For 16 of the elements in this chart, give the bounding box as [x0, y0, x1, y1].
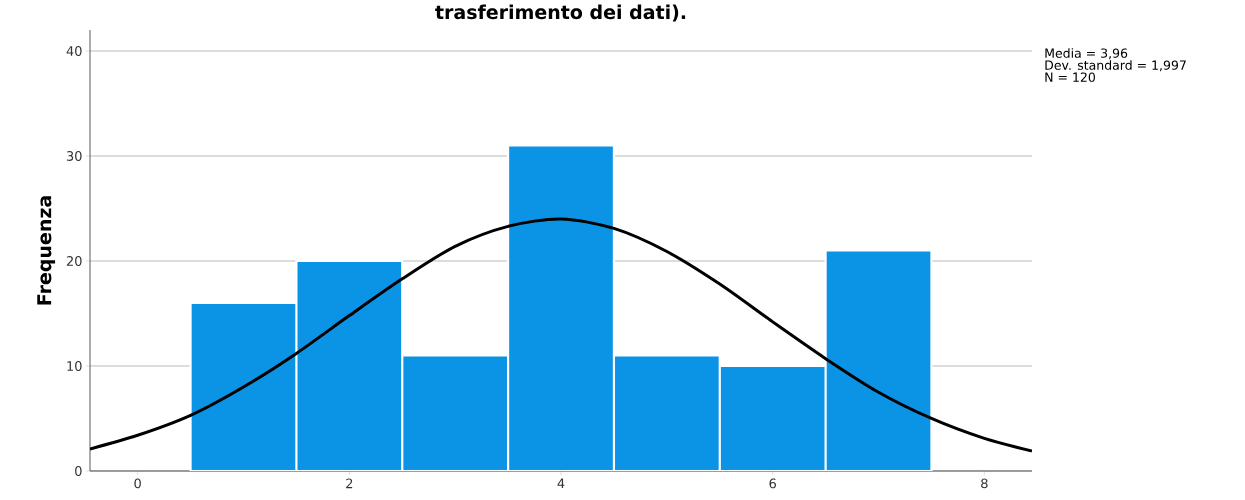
x-tick-label: 0 [134, 478, 141, 489]
y-axis-title: Frequenza [37, 196, 56, 305]
x-tick-label: 6 [769, 478, 776, 489]
text: N = 120 [1045, 72, 1095, 82]
line-series [90, 217, 1032, 453]
chart-title: trasferimento dei dati). [435, 4, 686, 22]
x-tick-label: 2 [346, 478, 353, 489]
x-tick-label: 4 [557, 478, 565, 488]
y-tick-label: 40 [66, 46, 82, 56]
y-tick-label: 20 [66, 256, 82, 266]
text: Media = 3,96 [1045, 48, 1128, 60]
x-tick-label: 8 [981, 478, 988, 489]
y-tick-label: 0 [75, 466, 82, 476]
y-tick-label: 30 [66, 151, 82, 161]
y-tick-label: 10 [67, 361, 82, 371]
text: Dev. standard = 1,997 [1045, 60, 1186, 72]
